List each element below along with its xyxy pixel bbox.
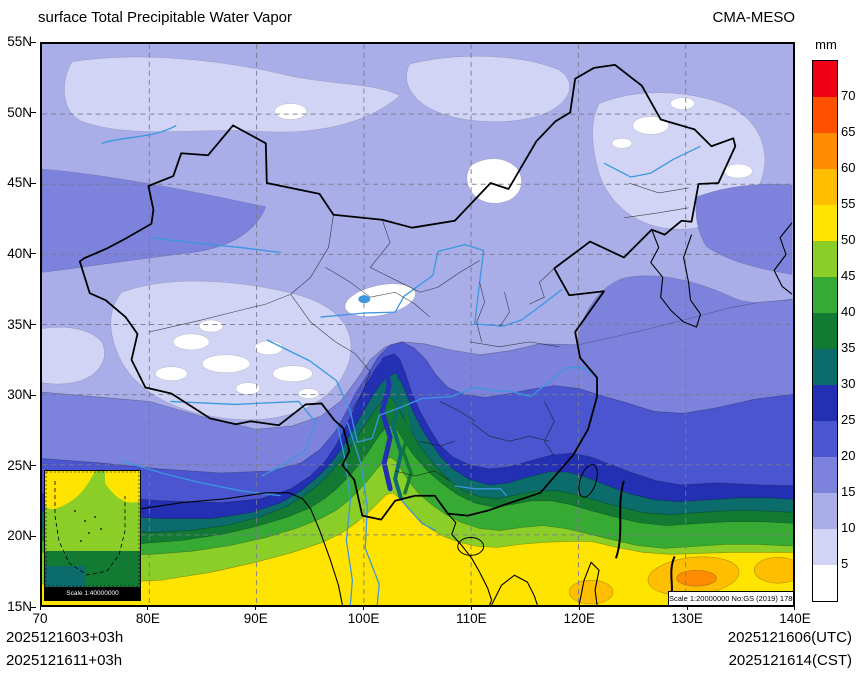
colorbar-cell bbox=[813, 241, 837, 277]
nine-dash-line bbox=[54, 481, 126, 576]
x-tick-label: 80E bbox=[135, 611, 160, 626]
colorbar-tick-label: 25 bbox=[841, 412, 856, 427]
hainan-island bbox=[457, 536, 485, 556]
y-tick-mark bbox=[31, 606, 36, 608]
colorbar-cell bbox=[813, 493, 837, 529]
y-tick-label: 40N bbox=[7, 245, 32, 261]
colorbar-tick-label: 20 bbox=[841, 448, 856, 463]
y-tick-label: 20N bbox=[7, 528, 32, 544]
footer-init-times: 2025121603+03h 2025121611+03h bbox=[6, 626, 123, 672]
south-china-sea-inset: Scale 1:40000000 bbox=[44, 470, 141, 601]
colorbar-tick-label: 55 bbox=[841, 196, 856, 211]
colorbar-tick-label: 35 bbox=[841, 340, 856, 355]
colorbar-tick-label: 70 bbox=[841, 88, 856, 103]
x-tick-label: 130E bbox=[671, 611, 703, 626]
colorbar-tick-label: 10 bbox=[841, 520, 856, 535]
init-time-utc: 2025121603+03h bbox=[6, 629, 124, 646]
colorbar-unit-label: mm bbox=[815, 37, 837, 52]
y-tick-mark bbox=[31, 394, 36, 396]
inset-islands bbox=[74, 510, 102, 542]
colorbar-tick-label: 30 bbox=[841, 376, 856, 391]
colorbar-labels: 70 65 60 55 50 45 40 35 30 25 20 15 10 5 bbox=[841, 0, 860, 677]
colorbar-cell bbox=[813, 205, 837, 241]
y-tick-label: 35N bbox=[7, 316, 32, 332]
colorbar-cell bbox=[813, 565, 837, 601]
colorbar-tick-label: 65 bbox=[841, 124, 856, 139]
islands bbox=[457, 464, 598, 556]
colorbar-cell bbox=[813, 313, 837, 349]
precipitable-water-map bbox=[42, 44, 793, 605]
y-tick-mark bbox=[31, 465, 36, 467]
y-tick-label: 45N bbox=[7, 175, 32, 191]
valid-time-cst: 2025121614(CST) bbox=[728, 652, 852, 669]
inset-map bbox=[45, 471, 140, 587]
colorbar-tick-label: 60 bbox=[841, 160, 856, 175]
model-label: CMA-MESO bbox=[712, 9, 796, 26]
x-tick-label: 140E bbox=[779, 611, 811, 626]
y-tick-label: 15N bbox=[7, 599, 32, 614]
coastlines bbox=[141, 222, 793, 605]
map-frame bbox=[40, 42, 795, 607]
colorbar-cell bbox=[813, 421, 837, 457]
colorbar-tick-label: 15 bbox=[841, 484, 856, 499]
colorbar-cell bbox=[813, 61, 837, 97]
plateau-edge-streaks bbox=[379, 357, 413, 501]
field-bands bbox=[42, 299, 793, 605]
y-tick-mark bbox=[31, 253, 36, 255]
y-tick-mark bbox=[31, 112, 36, 114]
colorbar-tick-label: 50 bbox=[841, 232, 856, 247]
y-tick-mark bbox=[31, 535, 36, 537]
china-border bbox=[78, 63, 737, 521]
colorbar-tick-label: 5 bbox=[841, 556, 849, 571]
y-tick-label: 30N bbox=[7, 387, 32, 403]
colorbar-cell bbox=[813, 457, 837, 493]
rivers bbox=[101, 64, 734, 605]
colorbar-cell bbox=[813, 529, 837, 565]
init-time-cst: 2025121611+03h bbox=[6, 652, 123, 669]
y-axis-labels: 55N 50N 45N 40N 35N 30N 25N 20N 15N bbox=[0, 0, 36, 677]
qinghai-lake bbox=[358, 295, 371, 304]
valid-time-utc: 2025121606(UTC) bbox=[727, 629, 852, 646]
taiwan-island bbox=[578, 464, 598, 498]
x-tick-label: 100E bbox=[347, 611, 380, 626]
colorbar-cell bbox=[813, 277, 837, 313]
page-title: surface Total Precipitable Water Vapor bbox=[38, 9, 293, 26]
y-tick-mark bbox=[31, 324, 36, 325]
y-tick-mark bbox=[31, 41, 36, 43]
colorbar-cell bbox=[813, 385, 837, 421]
inset-scale-label: Scale 1:40000000 bbox=[45, 587, 140, 600]
y-tick-mark bbox=[31, 182, 36, 184]
y-tick-label: 50N bbox=[7, 104, 32, 120]
colorbar-cell bbox=[813, 169, 837, 205]
colorbar-cell bbox=[813, 97, 837, 133]
scale-note: Scale 1:20000000 No:GS (2019) 1786 bbox=[668, 591, 794, 606]
colorbar-tick-label: 40 bbox=[841, 304, 856, 319]
colorbar-cells bbox=[812, 60, 838, 602]
x-tick-label: 110E bbox=[456, 611, 487, 626]
y-tick-label: 25N bbox=[7, 457, 32, 473]
colorbar-cell bbox=[813, 133, 837, 169]
field-lt5-spots bbox=[155, 97, 753, 399]
province-borders bbox=[149, 182, 689, 482]
colorbar-tick-label: 45 bbox=[841, 268, 856, 283]
footer-valid-times: 2025121606(UTC) 2025121614(CST) bbox=[728, 626, 852, 672]
colorbar-cell bbox=[813, 349, 837, 385]
x-tick-label: 90E bbox=[243, 611, 268, 626]
x-tick-label: 120E bbox=[563, 611, 596, 626]
y-tick-label: 55N bbox=[7, 34, 32, 49]
